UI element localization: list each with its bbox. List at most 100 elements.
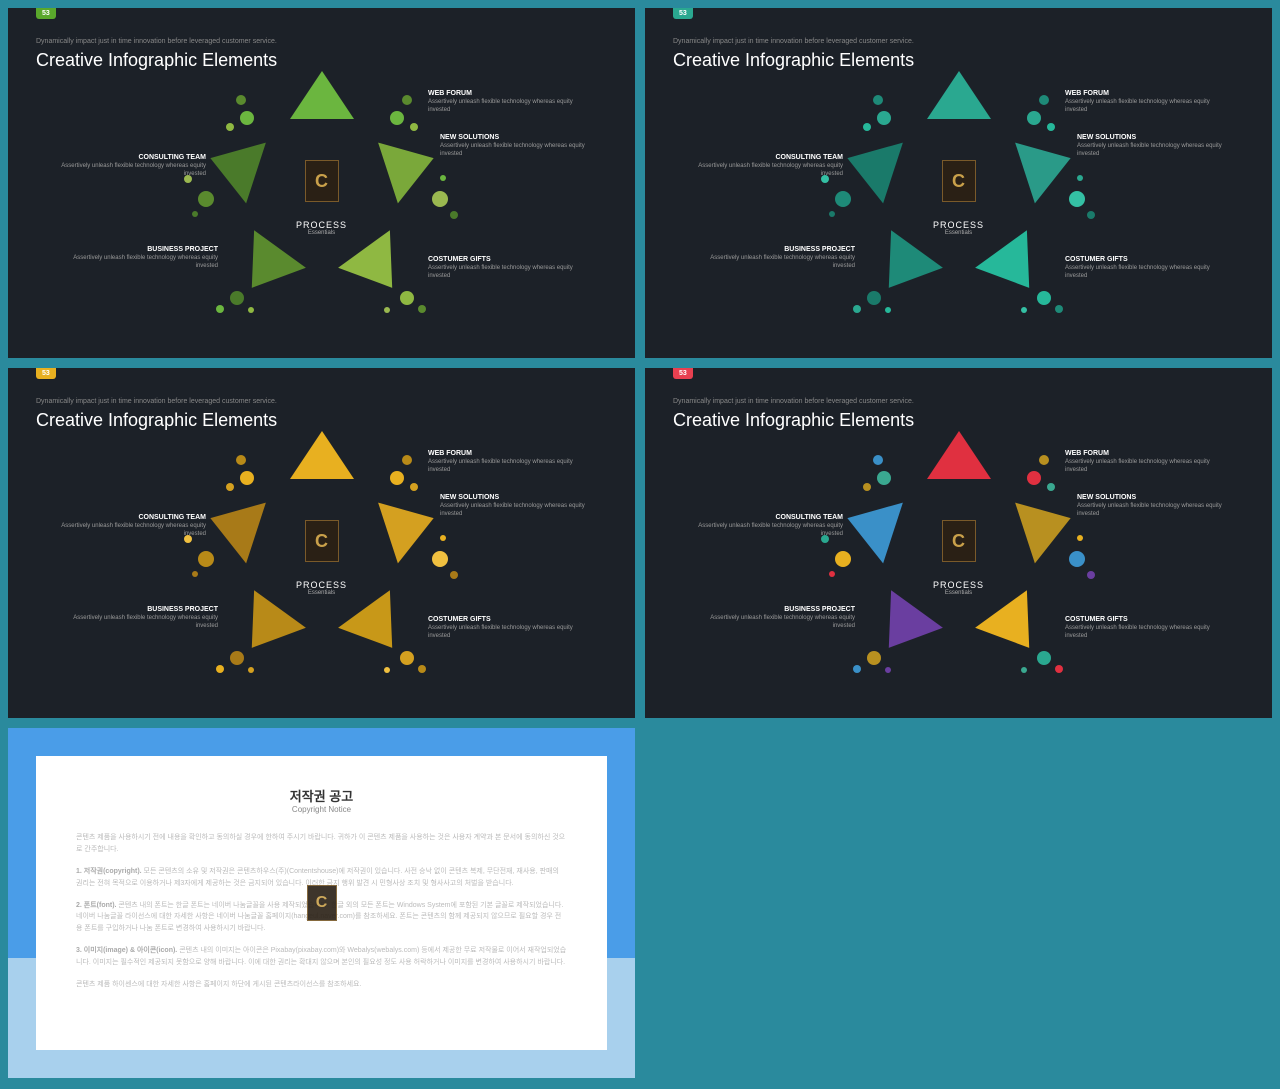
center-label: PROCESSEssentials (933, 580, 984, 596)
slide-title: Creative Infographic Elements (673, 410, 914, 431)
star-point (290, 431, 354, 479)
slide-title: Creative Infographic Elements (36, 410, 277, 431)
decoration-dot (410, 483, 418, 491)
decoration-dot (226, 483, 234, 491)
callout-costumerGifts: COSTUMER GIFTSAssertively unleash flexib… (1065, 616, 1215, 641)
decoration-dot (390, 111, 404, 125)
slide-number-badge: 53 (36, 8, 56, 19)
decoration-dot (1021, 667, 1027, 673)
decoration-dot (418, 305, 426, 313)
decoration-dot (835, 191, 851, 207)
decoration-dot (863, 483, 871, 491)
decoration-dot (873, 95, 883, 105)
callout-costumerGifts: COSTUMER GIFTSAssertively unleash flexib… (428, 256, 578, 281)
center-label: PROCESSEssentials (296, 580, 347, 596)
decoration-dot (1027, 471, 1041, 485)
slide-number-badge: 53 (36, 368, 56, 379)
decoration-dot (829, 211, 835, 217)
star-diagram: CPROCESSEssentials (202, 441, 442, 681)
decoration-dot (248, 307, 254, 313)
decoration-dot (450, 571, 458, 579)
decoration-dot (230, 651, 244, 665)
decoration-dot (1087, 211, 1095, 219)
decoration-dot (410, 123, 418, 131)
copyright-title: 저작권 공고 (76, 786, 567, 805)
decoration-dot (829, 571, 835, 577)
callout-consulting: CONSULTING TEAMAssertively unleash flexi… (693, 514, 843, 539)
copyright-slide: 저작권 공고Copyright Notice콘텐츠 제품을 사용하시기 전에 내… (8, 728, 635, 1078)
decoration-dot (1037, 651, 1051, 665)
decoration-dot (240, 471, 254, 485)
decoration-dot (402, 95, 412, 105)
decoration-dot (226, 123, 234, 131)
decoration-dot (230, 291, 244, 305)
decoration-dot (1027, 111, 1041, 125)
decoration-dot (400, 651, 414, 665)
decoration-dot (867, 651, 881, 665)
decoration-dot (198, 551, 214, 567)
decoration-dot (1077, 175, 1083, 181)
decoration-dot (418, 665, 426, 673)
decoration-dot (432, 551, 448, 567)
copyright-paragraph: 콘텐츠 제품을 사용하시기 전에 내용을 확인하고 동의하실 경우에 한하여 주… (76, 832, 567, 856)
decoration-dot (236, 455, 246, 465)
star-diagram: C PROCESSEssentials (202, 81, 442, 321)
decoration-dot (384, 307, 390, 313)
decoration-dot (1037, 291, 1051, 305)
callout-consulting: CONSULTING TEAMAssertively unleash flexi… (56, 154, 206, 179)
callout-newSolutions: NEW SOLUTIONSAssertively unleash flexibl… (440, 494, 590, 519)
slide-subtitle: Dynamically impact just in time innovati… (673, 398, 914, 405)
decoration-dot (432, 191, 448, 207)
slide-title: Creative Infographic Elements (673, 50, 914, 71)
slide-number-badge: 53 (673, 368, 693, 379)
decoration-dot (835, 551, 851, 567)
infographic-slide: 53 Dynamically impact just in time innova… (8, 368, 635, 718)
decoration-dot (402, 455, 412, 465)
decoration-dot (236, 95, 246, 105)
infographic-slide: 53Dynamically impact just in time innova… (8, 8, 635, 358)
callout-webForum: WEB FORUMAssertively unleash flexible te… (428, 90, 578, 115)
decoration-dot (390, 471, 404, 485)
decoration-dot (885, 667, 891, 673)
callout-newSolutions: NEW SOLUTIONSAssertively unleash flexibl… (440, 134, 590, 159)
decoration-dot (216, 665, 224, 673)
decoration-dot (240, 111, 254, 125)
decoration-dot (885, 307, 891, 313)
callout-business: BUSINESS PROJECTAssertively unleash flex… (68, 246, 218, 271)
decoration-dot (1087, 571, 1095, 579)
decoration-dot (1055, 305, 1063, 313)
decoration-dot (1069, 551, 1085, 567)
decoration-dot (1039, 455, 1049, 465)
callout-webForum: WEB FORUMAssertively unleash flexible te… (1065, 450, 1215, 475)
decoration-dot (877, 471, 891, 485)
star-point (290, 71, 354, 119)
callout-costumerGifts: COSTUMER GIFTSAssertively unleash flexib… (428, 616, 578, 641)
decoration-dot (873, 455, 883, 465)
star-diagram: C PROCESSEssentials (839, 441, 1079, 681)
center-badge: C (305, 160, 339, 202)
decoration-dot (867, 291, 881, 305)
copyright-paragraph: 3. 이미지(image) & 아이콘(icon). 콘텐츠 내의 이미지는 아… (76, 945, 567, 969)
decoration-dot (853, 665, 861, 673)
center-label: PROCESSEssentials (933, 220, 984, 236)
decoration-dot (450, 211, 458, 219)
decoration-dot (198, 191, 214, 207)
center-badge: C (942, 520, 976, 562)
star-point (927, 71, 991, 119)
decoration-dot (1047, 483, 1055, 491)
decoration-dot (384, 667, 390, 673)
slide-subtitle: Dynamically impact just in time innovati… (36, 398, 277, 405)
callout-business: BUSINESS PROJECTAssertively unleash flex… (705, 606, 855, 631)
decoration-dot (192, 211, 198, 217)
slide-title: Creative Infographic Elements (36, 50, 277, 71)
callout-webForum: WEB FORUMAssertively unleash flexible te… (1065, 90, 1215, 115)
copyright-panel: 저작권 공고Copyright Notice콘텐츠 제품을 사용하시기 전에 내… (36, 756, 607, 1050)
decoration-dot (1069, 191, 1085, 207)
center-label: PROCESSEssentials (296, 220, 347, 236)
empty-cell (645, 728, 1272, 1078)
decoration-dot (440, 175, 446, 181)
decoration-dot (1039, 95, 1049, 105)
decoration-dot (248, 667, 254, 673)
decoration-dot (863, 123, 871, 131)
slide-number-badge: 53 (673, 8, 693, 19)
